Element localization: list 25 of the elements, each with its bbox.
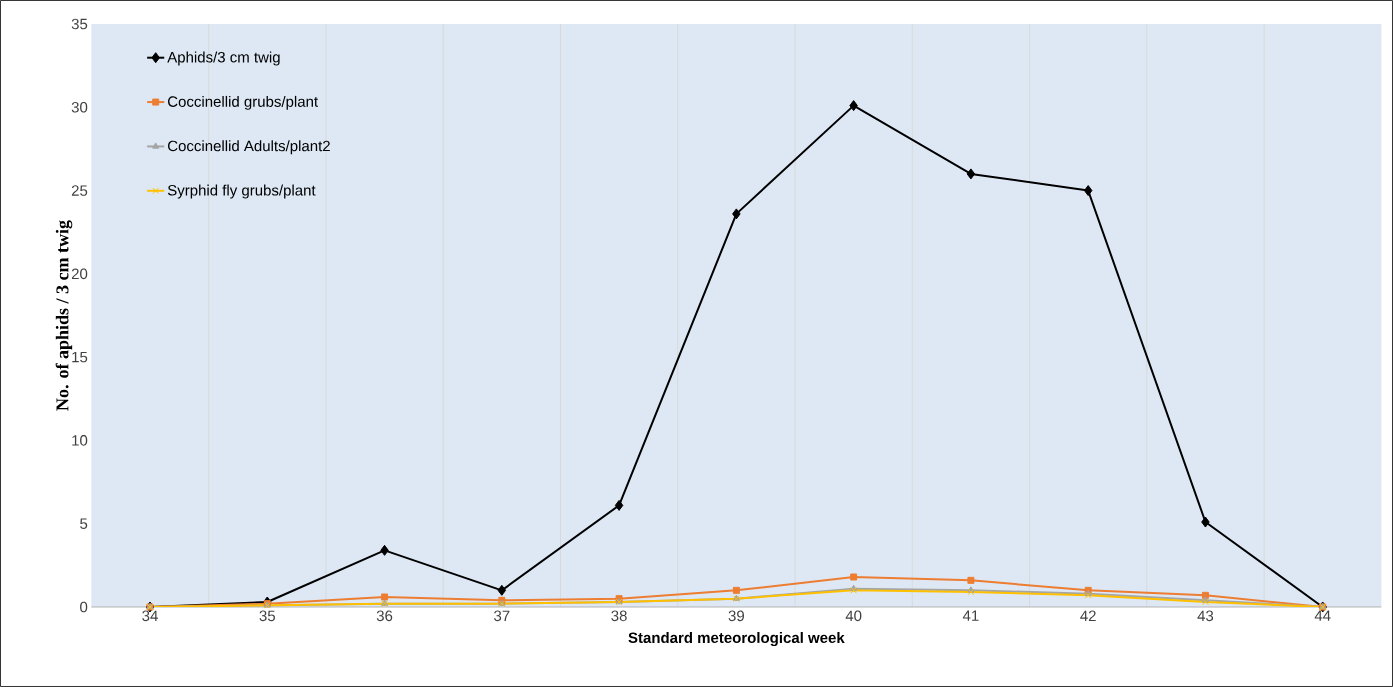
- y-tick-label: 15: [72, 351, 88, 363]
- x-axis-title: Standard meteorological week: [628, 632, 845, 647]
- y-tick-label: 5: [80, 518, 88, 529]
- y-tick-label: 0: [80, 601, 88, 613]
- x-tick-label: 41: [962, 610, 979, 621]
- x-tick-label: 37: [494, 610, 510, 622]
- legend-label: Syrphid fly grubs/plant: [167, 184, 316, 199]
- x-tick-label: 42: [1080, 610, 1096, 621]
- y-axis-title: No. of aphids / 3 cm twig: [55, 220, 73, 411]
- x-tick-label: 38: [611, 610, 627, 622]
- x-tick-label: 40: [845, 610, 862, 622]
- y-tick-label: 20: [71, 268, 88, 280]
- x-tick-label: 43: [1197, 610, 1214, 622]
- y-tick-label: 25: [71, 185, 88, 196]
- legend-label: Aphids/3 cm twig: [167, 51, 280, 66]
- x-tick-label: 44: [1314, 610, 1331, 621]
- legend-label: Coccinellid grubs/plant: [168, 95, 318, 110]
- legend-label: Coccinellid Adults/plant2: [168, 140, 330, 155]
- y-tick-label: 35: [71, 18, 88, 30]
- x-tick-label: 35: [259, 610, 275, 622]
- x-tick-label: 34: [142, 610, 158, 622]
- x-tick-label: 39: [728, 610, 744, 622]
- x-tick-label: 36: [376, 610, 393, 622]
- y-tick-label: 10: [72, 435, 88, 446]
- y-tick-label: 30: [71, 101, 88, 113]
